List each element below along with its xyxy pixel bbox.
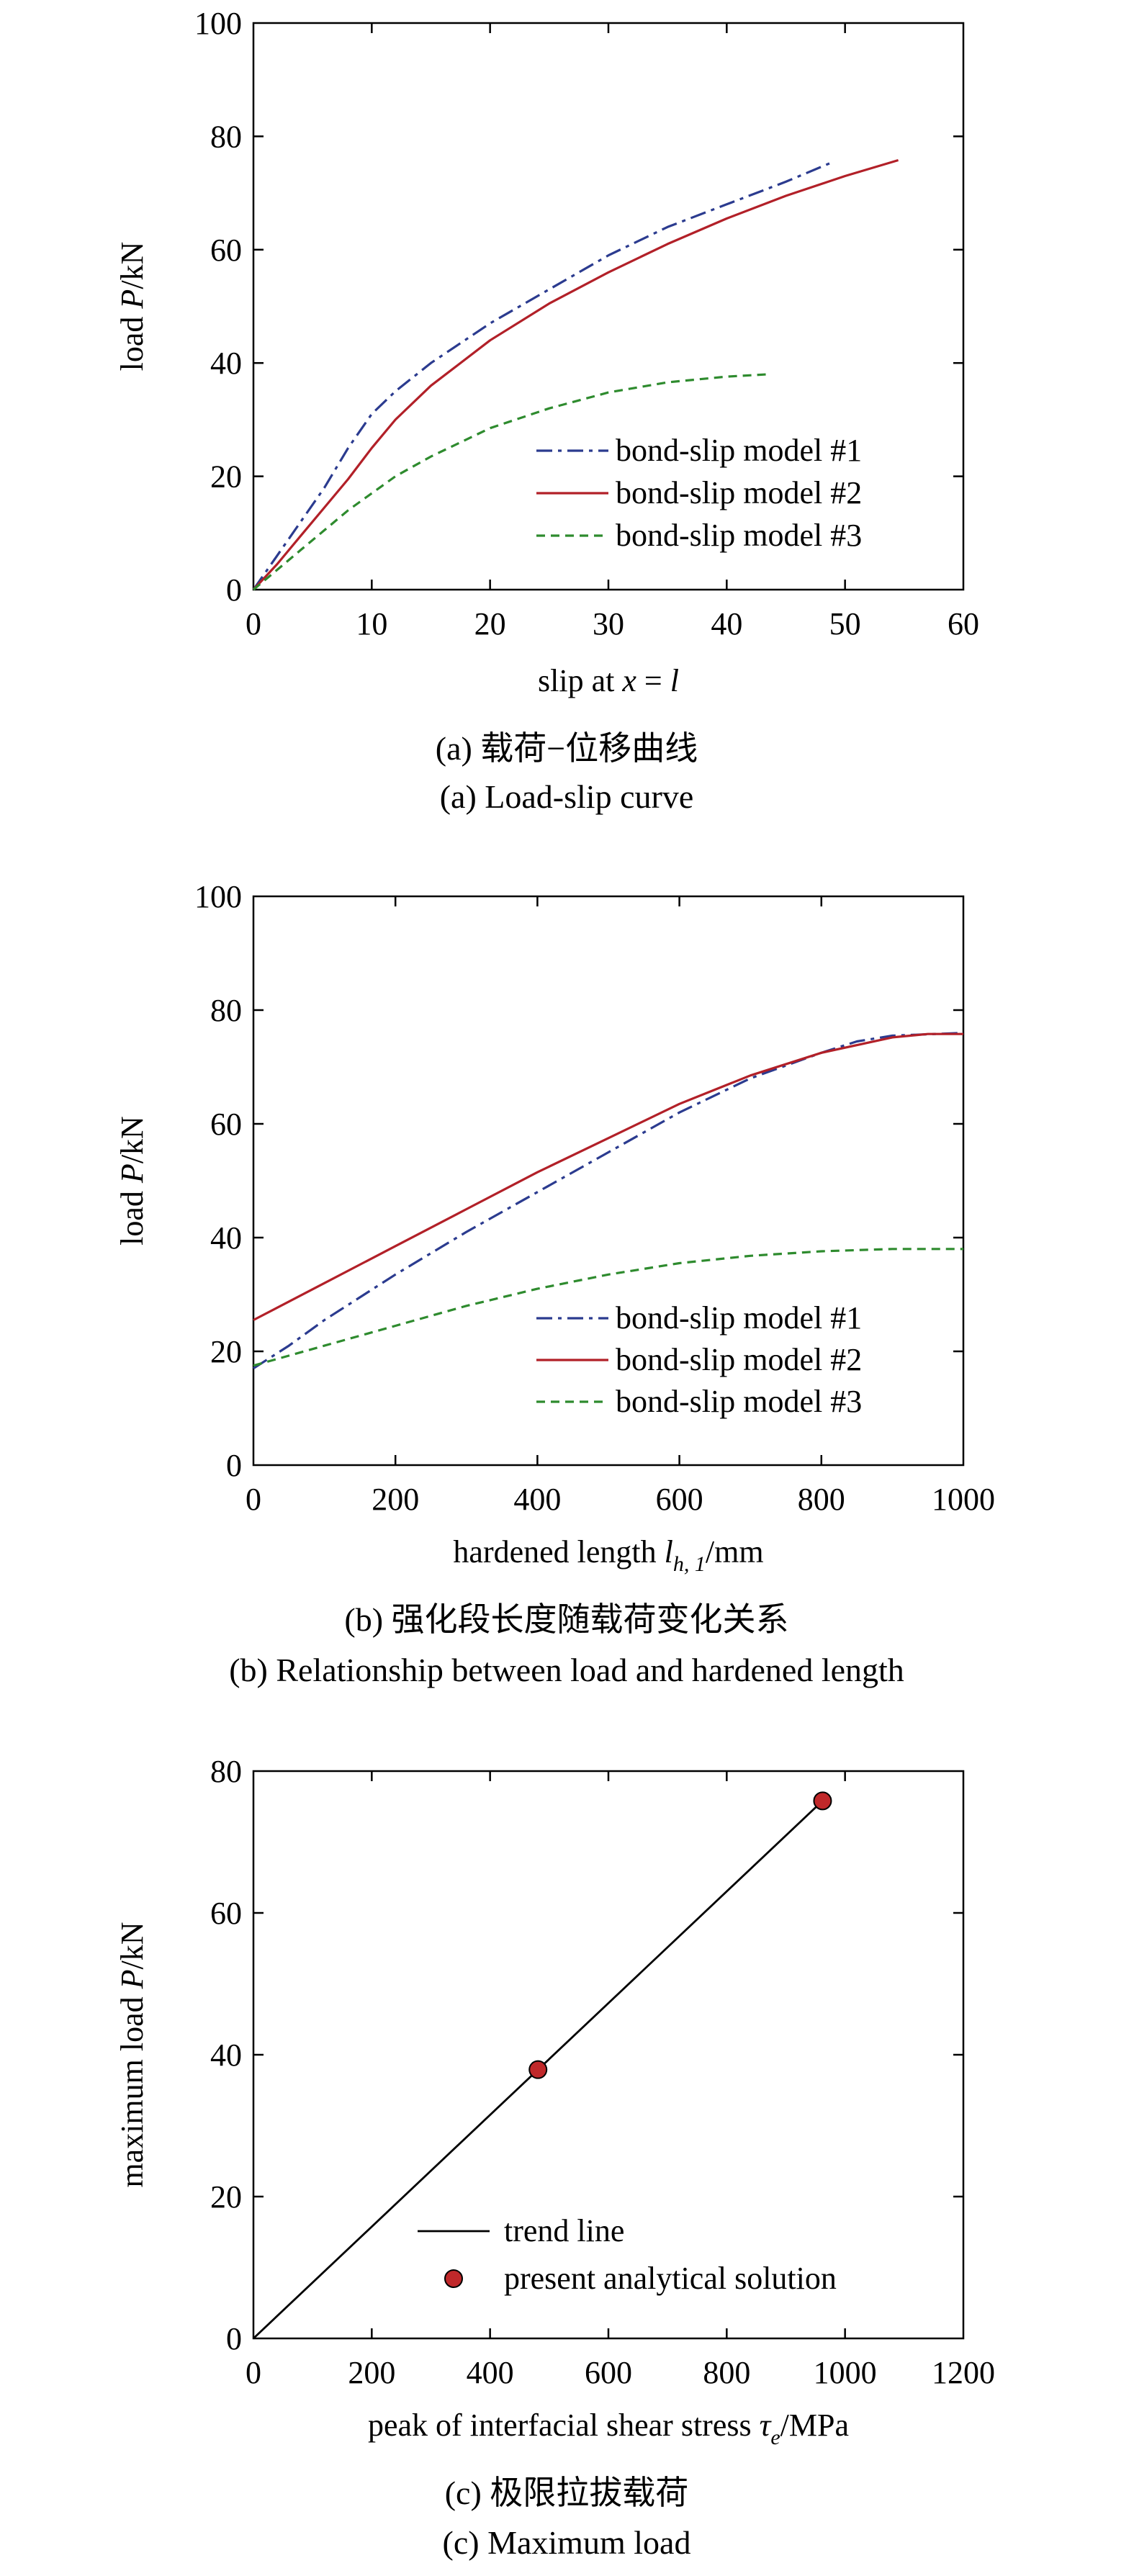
y-tick-label: 100 (194, 6, 242, 41)
x-axis-label: slip at x = l (538, 663, 679, 698)
plot-frame (252, 895, 965, 1467)
x-tick-label: 600 (656, 1482, 703, 1517)
y-tick-label: 80 (210, 993, 242, 1028)
y-tick-label: 60 (210, 1896, 242, 1931)
plot-frame (252, 1770, 965, 2340)
legend-label-1: bond-slip model #1 (616, 433, 862, 468)
caption-en: (b) Relationship between load and harden… (229, 1652, 904, 1688)
legend-label-3: bond-slip model #3 (616, 1384, 862, 1419)
x-tick-label: 50 (829, 606, 861, 641)
x-tick-label: 200 (348, 2355, 395, 2390)
y-tick-label: 100 (194, 879, 242, 914)
x-tick-label: 40 (711, 606, 742, 641)
y-tick-label: 0 (226, 1448, 242, 1483)
caption-cn: (a) 载荷−位移曲线 (436, 730, 698, 767)
legend-label-points: present analytical solution (504, 2261, 837, 2296)
x-tick-label: 30 (593, 606, 624, 641)
caption-en: (c) Maximum load (443, 2524, 691, 2561)
caption-en: (a) Load-slip curve (440, 778, 694, 815)
caption-cn: (c) 极限拉拔载荷 (445, 2474, 689, 2511)
x-tick-label: 0 (246, 1482, 261, 1517)
y-tick-label: 20 (210, 459, 242, 495)
x-tick-label: 600 (585, 2355, 632, 2390)
x-axis-label: hardened length lh, 1/mm (453, 1534, 763, 1576)
x-tick-label: 800 (798, 1482, 845, 1517)
x-tick-label: 1200 (932, 2355, 995, 2390)
legend-label-3: bond-slip model #3 (616, 518, 862, 553)
data-point-1 (528, 2060, 548, 2079)
x-axis-label: peak of interfacial shear stress τe/MPa (368, 2408, 849, 2449)
y-tick-label: 40 (210, 2037, 242, 2073)
y-tick-label: 60 (210, 233, 242, 268)
y-tick-label: 80 (210, 1754, 242, 1789)
x-tick-label: 1000 (814, 2355, 877, 2390)
y-tick-label: 80 (210, 119, 242, 154)
data-point-2 (813, 1791, 832, 1811)
chart-a: 0 10 20 30 40 50 60 0 20 40 60 80 100 load P/kN slip a… (114, 6, 979, 815)
y-tick-label: 0 (226, 2321, 242, 2356)
x-tick-label: 200 (372, 1482, 419, 1517)
y-axis-label: load P/kN (114, 242, 150, 371)
series-line-2 (252, 158, 899, 591)
y-axis-label: load P/kN (114, 1116, 150, 1246)
y-axis-label: maximum load P/kN (114, 1922, 150, 2187)
legend-label-2: bond-slip model #2 (616, 475, 862, 510)
y-tick-label: 20 (210, 2179, 242, 2215)
legend-marker-points (444, 2269, 463, 2288)
legend-label-1: bond-slip model #1 (616, 1300, 862, 1336)
x-tick-label: 60 (948, 606, 979, 641)
y-tick-label: 40 (210, 346, 242, 381)
x-tick-label: 0 (246, 2355, 261, 2390)
legend-label-2: bond-slip model #2 (616, 1342, 862, 1377)
x-tick-label: 800 (703, 2355, 750, 2390)
y-tick-label: 60 (210, 1107, 242, 1142)
y-tick-label: 0 (226, 572, 242, 608)
x-tick-label: 400 (467, 2355, 514, 2390)
caption-cn: (b) 强化段长度随载荷变化关系 (344, 1601, 788, 1638)
series-line-3 (253, 1248, 963, 1367)
legend-label-trend: trend line (504, 2213, 624, 2248)
x-tick-label: 1000 (932, 1482, 995, 1517)
y-tick-label: 20 (210, 1334, 242, 1369)
series-line-3 (252, 373, 768, 591)
x-tick-label: 10 (356, 606, 387, 641)
x-tick-label: 20 (474, 606, 506, 641)
y-tick-label: 40 (210, 1220, 242, 1256)
series-line-1 (253, 1032, 964, 1370)
series-line-2 (253, 1032, 963, 1321)
x-tick-label: 0 (246, 606, 261, 641)
chart-b: 0 200 400 600 800 1000 0 20 40 60 80 100 load P/kN ha… (114, 879, 995, 1688)
x-tick-label: 400 (513, 1482, 561, 1517)
chart-c: 0 200 400 600 800 1000 1200 0 20 40 60 80 maximum lo… (114, 1754, 995, 2561)
series-line-1 (252, 161, 834, 590)
